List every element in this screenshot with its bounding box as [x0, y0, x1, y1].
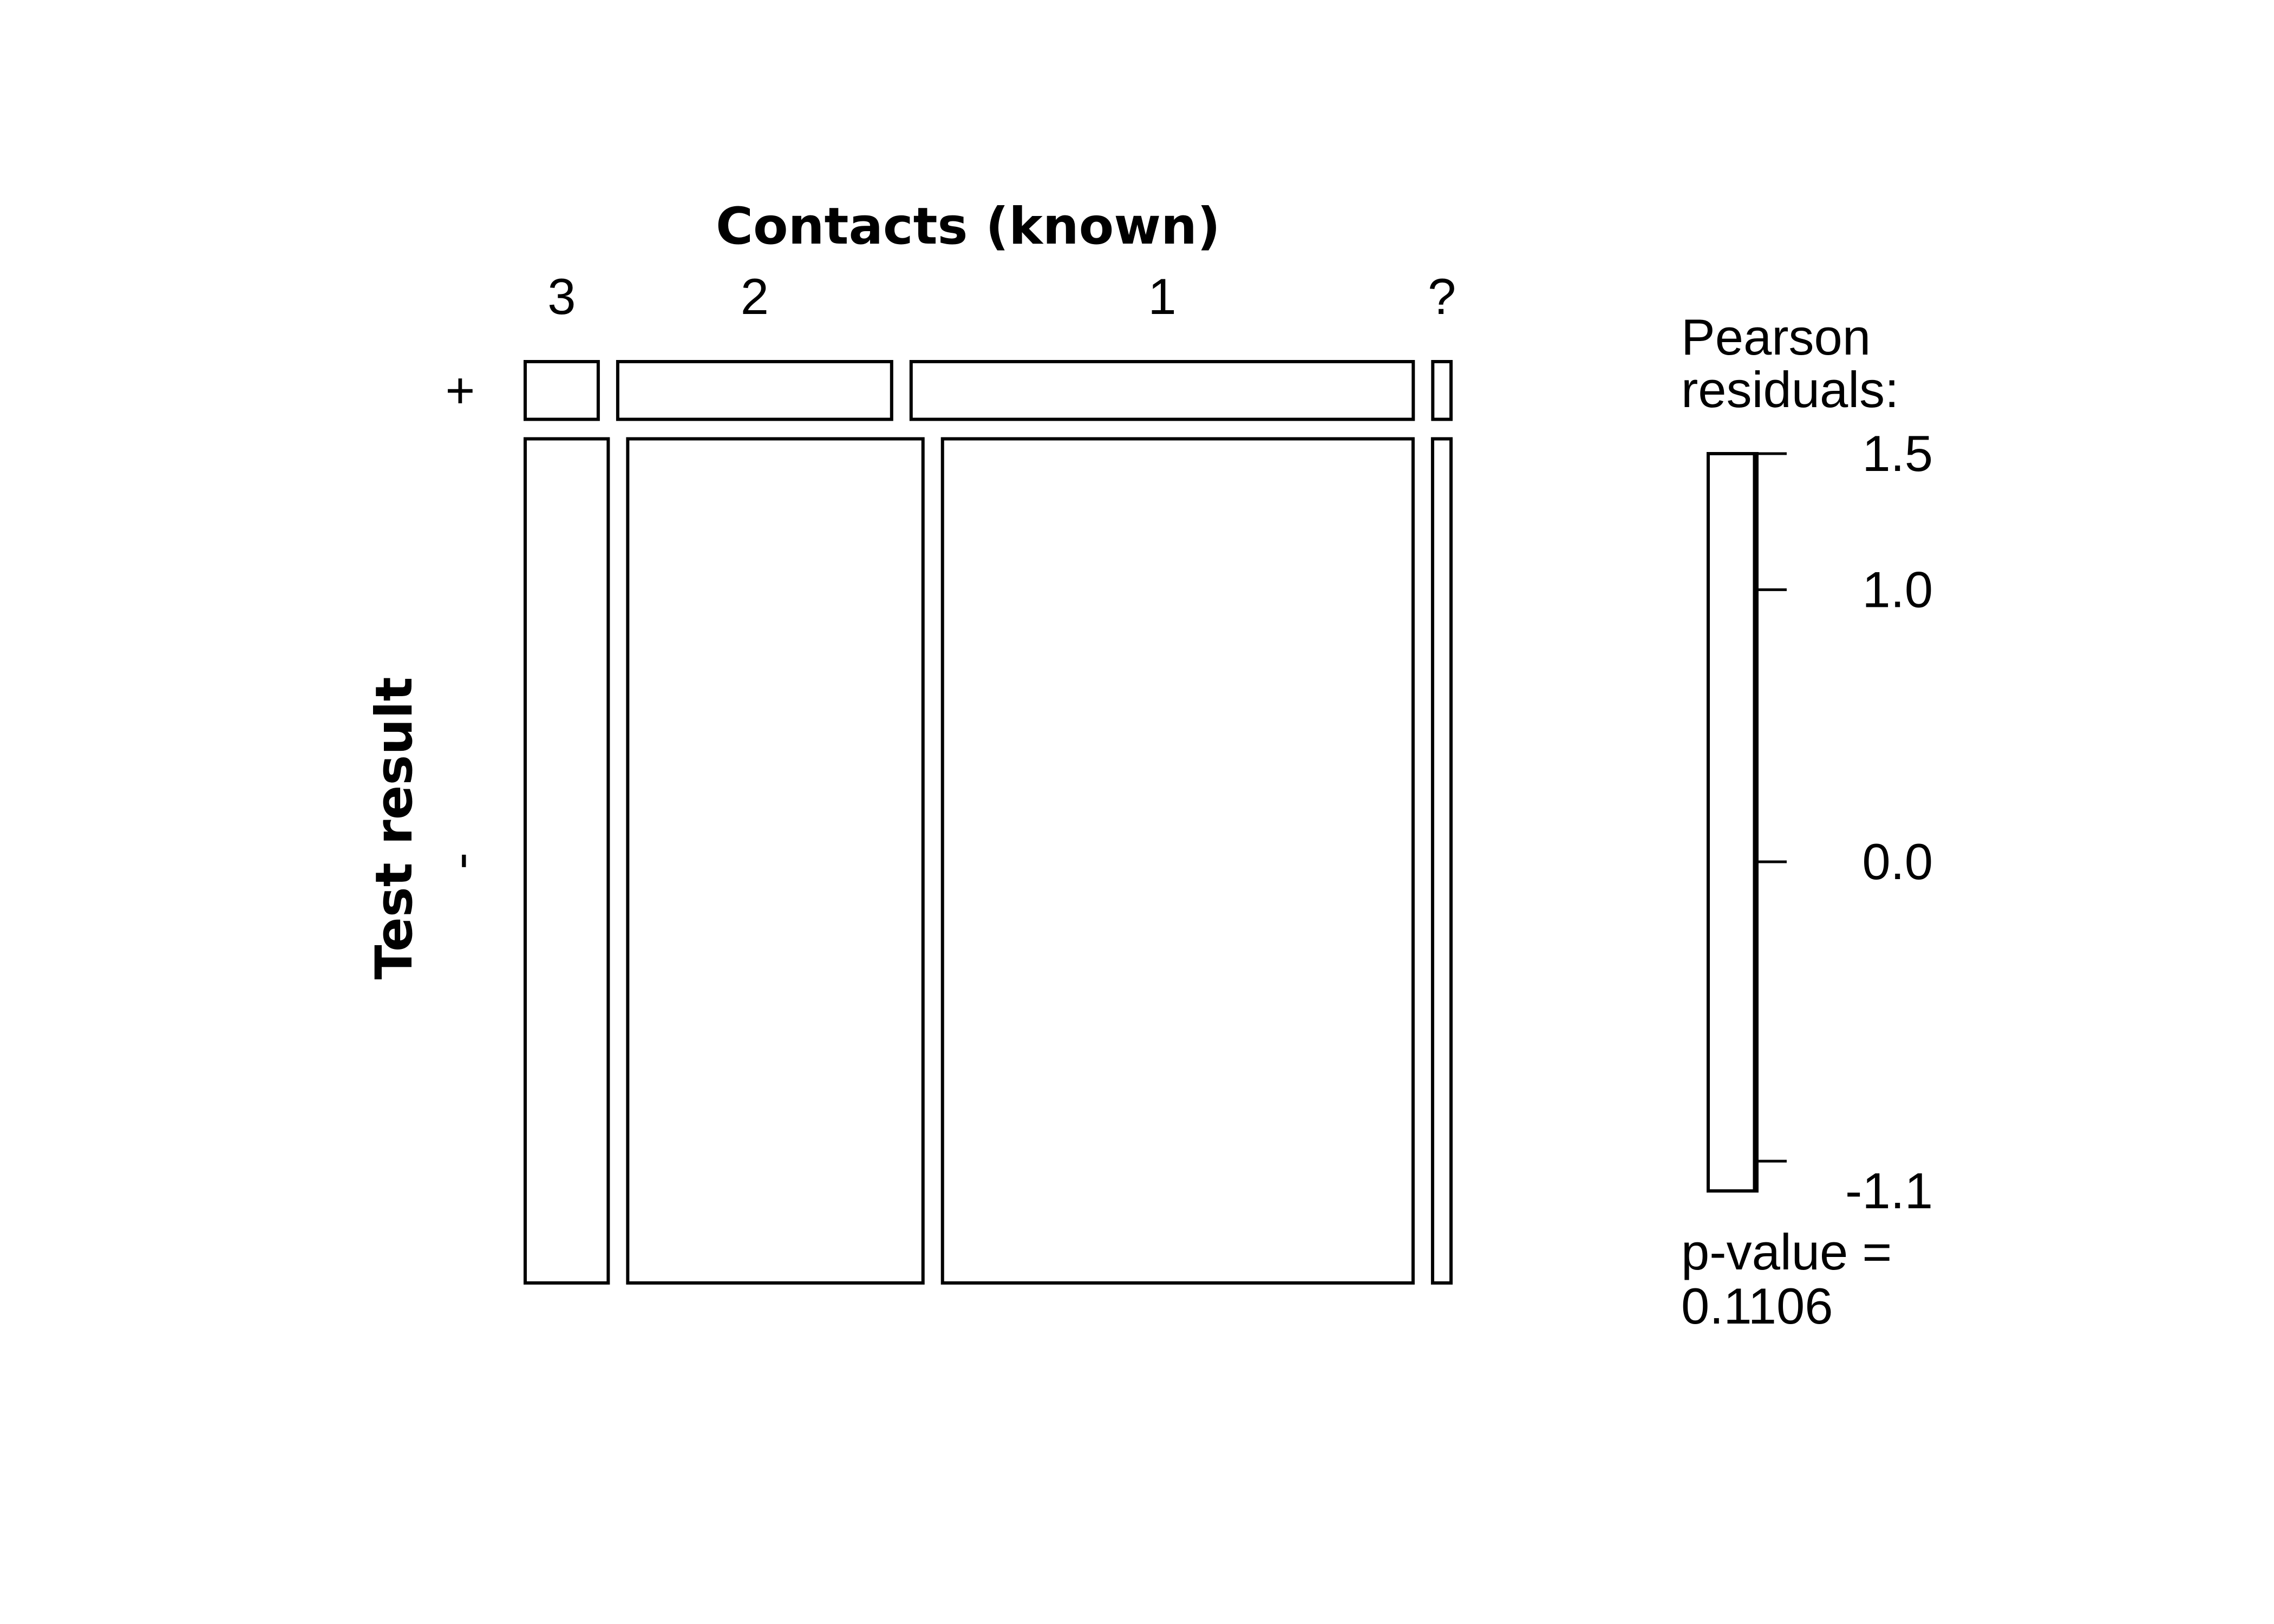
- column-label-1: 1: [1148, 268, 1176, 325]
- column-label-3: 3: [547, 268, 576, 325]
- legend-tick-label-3: -1.1: [1845, 1162, 1933, 1219]
- legend-title-line1: Pearson: [1681, 309, 1871, 365]
- legend-ticks: 1.5 1.0 0.0 -1.1: [1753, 425, 1933, 1219]
- row-labels: +-: [432, 362, 488, 869]
- tile-plus-1: [909, 360, 1415, 421]
- tile-minus-3: [524, 437, 610, 1285]
- column-labels: 3 2 1?: [547, 268, 1456, 325]
- p-value-number: 0.1106: [1681, 1278, 1833, 1334]
- legend-tick-label-2: 0.0: [1862, 833, 1933, 890]
- legend-title-line2: residuals:: [1681, 361, 1899, 418]
- legend-tick-label-0: 1.5: [1862, 425, 1933, 482]
- tile-minus-1: [940, 437, 1415, 1285]
- tile-plus-3: [524, 360, 600, 421]
- row-label-minus: -: [432, 853, 488, 869]
- chart-title: Contacts (known): [716, 197, 1220, 256]
- tile-plus-2: [616, 360, 893, 421]
- tile-minus-unknown: [1430, 437, 1453, 1285]
- column-label-unknown: ?: [1428, 268, 1456, 325]
- tile-plus-unknown: [1431, 360, 1453, 421]
- tile-minus-2: [626, 437, 925, 1285]
- row-label-plus: +: [446, 362, 475, 418]
- residuals-legend: Pearson residuals: 1.5 1.0 0.0 -1.1: [1681, 309, 1933, 1219]
- legend-tick-label-1: 1.0: [1862, 561, 1933, 618]
- column-label-2: 2: [741, 268, 769, 325]
- p-value-label: p-value =: [1681, 1223, 1892, 1280]
- y-axis-label: Test result: [365, 677, 424, 979]
- mosaic-tiles: [524, 360, 1453, 1285]
- legend-color-bar: [1707, 452, 1759, 1193]
